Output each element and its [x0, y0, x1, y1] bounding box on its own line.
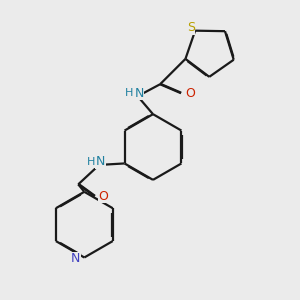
Text: O: O	[185, 87, 195, 100]
Text: S: S	[187, 21, 195, 34]
Text: N: N	[96, 155, 105, 168]
Text: H: H	[125, 88, 134, 98]
Text: O: O	[99, 190, 109, 203]
Text: N: N	[134, 87, 144, 100]
Text: H: H	[87, 157, 95, 167]
Text: N: N	[71, 253, 80, 266]
